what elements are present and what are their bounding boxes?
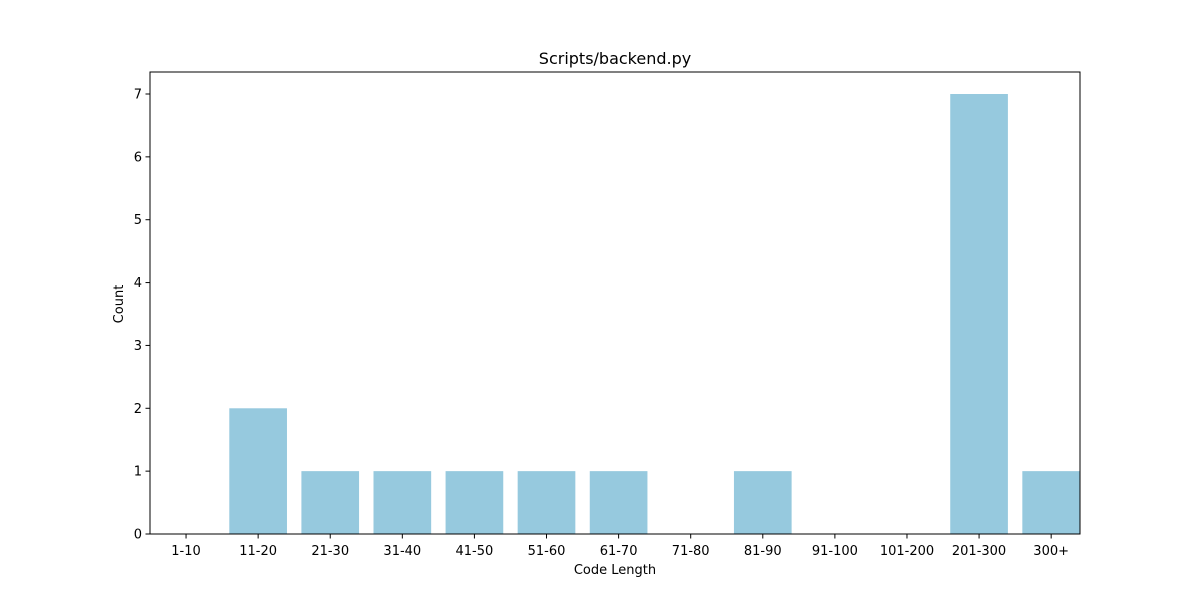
y-axis: 0 1 2 3 4 5 6 7 — [134, 88, 150, 543]
x-tick-label: 51-60 — [528, 544, 566, 559]
bar-21-30 — [301, 471, 360, 534]
bar-300+ — [1022, 471, 1080, 534]
y-tick-label: 2 — [134, 402, 142, 417]
x-tick-label: 81-90 — [744, 544, 782, 559]
y-tick-label: 1 — [134, 465, 142, 480]
y-tick-label: 6 — [134, 150, 142, 165]
bar-81-90 — [733, 471, 792, 534]
bar-61-70 — [589, 471, 648, 534]
chart-title: Scripts/backend.py — [539, 49, 691, 68]
bars-layer — [229, 94, 1080, 534]
bar-41-50 — [445, 471, 504, 534]
bar-51-60 — [517, 471, 576, 534]
x-tick-label: 71-80 — [672, 544, 710, 559]
x-tick-label: 61-70 — [600, 544, 638, 559]
bar-201-300 — [950, 94, 1008, 534]
y-tick-label: 3 — [134, 339, 142, 354]
x-tick-label: 41-50 — [456, 544, 494, 559]
bar-11-20 — [229, 408, 287, 534]
y-tick-label: 0 — [134, 528, 142, 543]
y-tick-label: 7 — [134, 88, 142, 103]
x-tick-label: 31-40 — [383, 544, 421, 559]
y-tick-label: 4 — [134, 276, 142, 291]
plot-frame — [149, 71, 1081, 535]
x-tick-label: 300+ — [1033, 544, 1069, 559]
x-tick-label: 101-200 — [880, 544, 934, 559]
x-tick-label: 11-20 — [239, 544, 277, 559]
x-tick-label: 1-10 — [171, 544, 201, 559]
x-tick-label: 201-300 — [952, 544, 1006, 559]
x-axis-label: Code Length — [574, 563, 656, 578]
x-axis: 1-10 11-20 21-30 31-40 41-50 51-60 61-70 71-80 8… — [171, 534, 1069, 559]
y-axis-label: Count — [112, 285, 127, 324]
x-tick-label: 91-100 — [812, 544, 858, 559]
x-tick-label: 21-30 — [311, 544, 349, 559]
y-tick-label: 5 — [134, 213, 142, 228]
bar-31-40 — [373, 471, 432, 534]
